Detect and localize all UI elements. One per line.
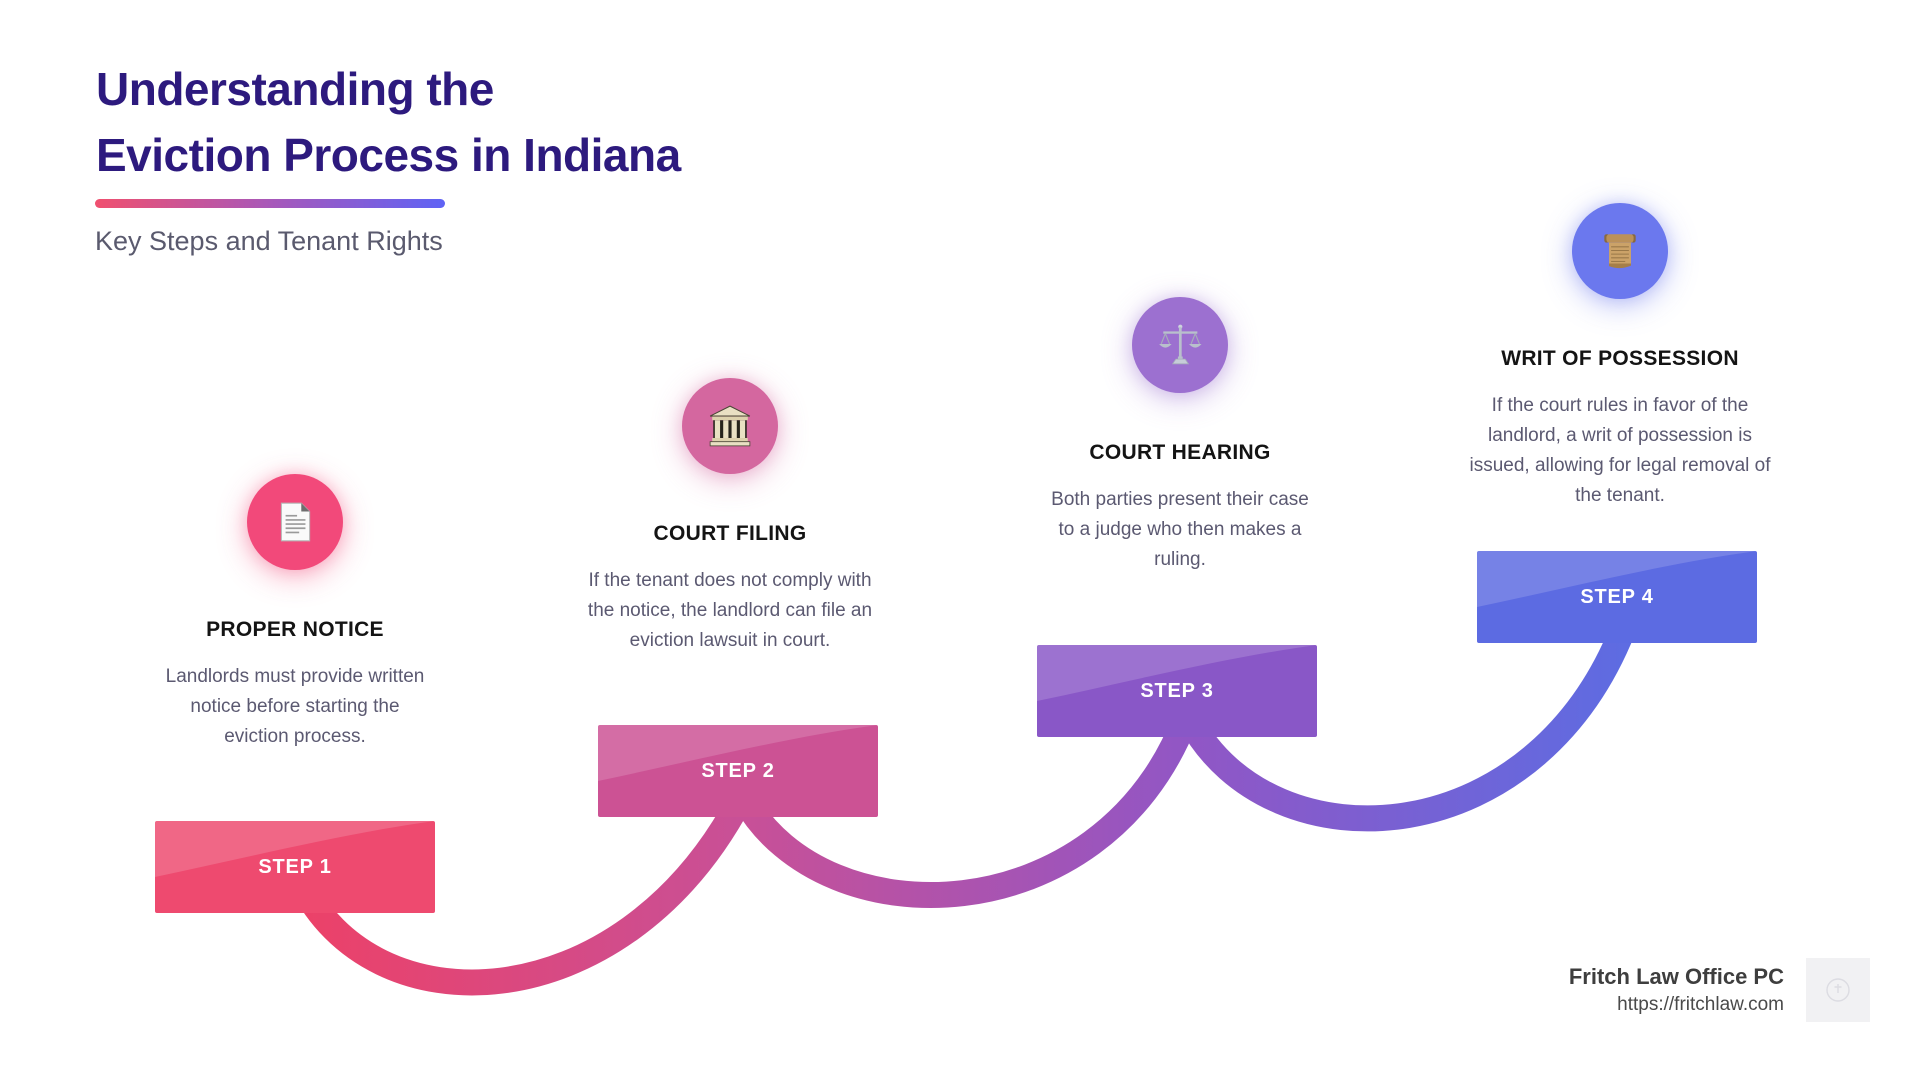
step-4-banner: STEP 4	[1477, 551, 1757, 643]
step-4-description: If the court rules in favor of the landl…	[1469, 395, 1771, 506]
footer-website-url: https://fritchlaw.com	[1617, 994, 1784, 1015]
connector-step2-step3	[733, 715, 1198, 908]
page-title-line-2: Eviction Process in Indiana	[96, 129, 681, 181]
step-3-section: COURT HEARING Both parties present their…	[1020, 297, 1340, 575]
connector-step3-step4	[1178, 605, 1643, 832]
step-1-section: PROPER NOTICE Landlords must provide wri…	[135, 474, 455, 752]
title-underline-accent	[95, 199, 445, 208]
step-3-title: COURT HEARING	[1089, 441, 1271, 464]
step-2-description: If the tenant does not comply with the n…	[587, 570, 873, 651]
banner-wave-highlight	[1037, 645, 1317, 701]
footer-logo-emblem-icon	[1826, 978, 1850, 1002]
page-title: Understanding the Eviction Process in In…	[96, 56, 681, 188]
footer-logo	[1806, 958, 1870, 1022]
footer-company-name: Fritch Law Office PC	[1568, 964, 1784, 989]
step-4-icon-circle	[1572, 203, 1668, 299]
step-2-banner-label: STEP 2	[701, 759, 775, 782]
step-3-description: Both parties present their case to a jud…	[1051, 489, 1309, 570]
step-2-title: COURT FILING	[653, 522, 807, 545]
step-2-icon-circle	[682, 378, 778, 474]
step-1-banner: STEP 1	[155, 821, 435, 913]
scales-of-justice-icon	[1159, 324, 1202, 365]
step-1-description: Landlords must provide written notice be…	[165, 666, 425, 747]
step-1-banner-label: STEP 1	[258, 855, 332, 878]
footer: Fritch Law Office PC https://fritchlaw.c…	[1364, 962, 1784, 1018]
step-3-banner: STEP 3	[1037, 645, 1317, 737]
step-1-icon-circle	[247, 474, 343, 570]
page-title-line-1: Understanding the	[96, 63, 494, 115]
step-4-banner-label: STEP 4	[1580, 585, 1654, 608]
banner-wave-highlight	[598, 725, 878, 781]
scroll-icon	[1604, 234, 1636, 269]
step-1-title: PROPER NOTICE	[206, 618, 384, 641]
step-2-banner: STEP 2	[598, 725, 878, 817]
step-3-icon-circle	[1132, 297, 1228, 393]
step-4-section: WRIT OF POSSESSION If the court rules in…	[1460, 203, 1780, 511]
step-3-banner-label: STEP 3	[1140, 679, 1214, 702]
banner-wave-highlight	[155, 821, 435, 877]
step-4-title: WRIT OF POSSESSION	[1501, 347, 1739, 370]
connector-step1-step2	[288, 793, 752, 996]
page-subtitle: Key Steps and Tenant Rights	[95, 226, 443, 256]
step-2-section: COURT FILING If the tenant does not comp…	[570, 378, 890, 656]
courthouse-icon	[709, 405, 751, 447]
document-icon	[280, 502, 311, 542]
banner-wave-highlight	[1477, 551, 1757, 607]
